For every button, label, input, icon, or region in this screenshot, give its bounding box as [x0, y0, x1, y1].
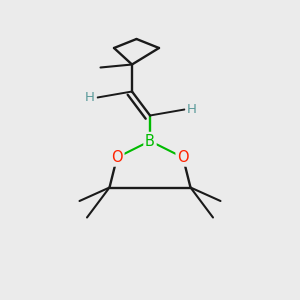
- Text: O: O: [177, 150, 189, 165]
- Text: H: H: [187, 103, 197, 116]
- Text: B: B: [145, 134, 155, 148]
- Text: O: O: [111, 150, 123, 165]
- Text: H: H: [85, 91, 95, 104]
